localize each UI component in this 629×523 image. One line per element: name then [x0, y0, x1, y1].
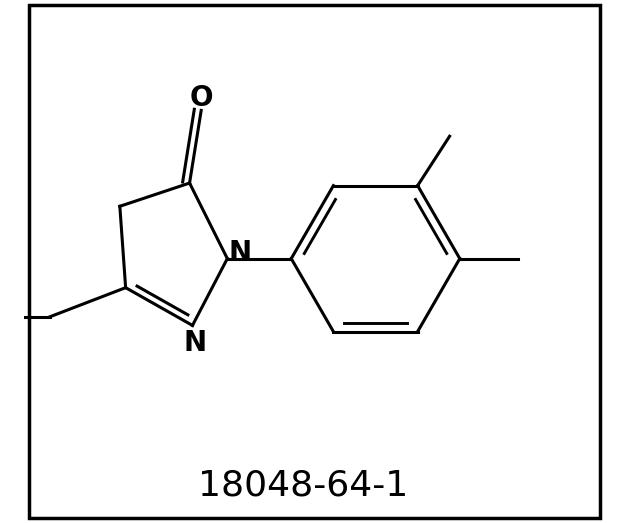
Text: N: N	[184, 329, 207, 357]
Text: O: O	[189, 84, 213, 111]
Text: N: N	[228, 239, 252, 267]
Text: 18048-64-1: 18048-64-1	[198, 468, 408, 502]
